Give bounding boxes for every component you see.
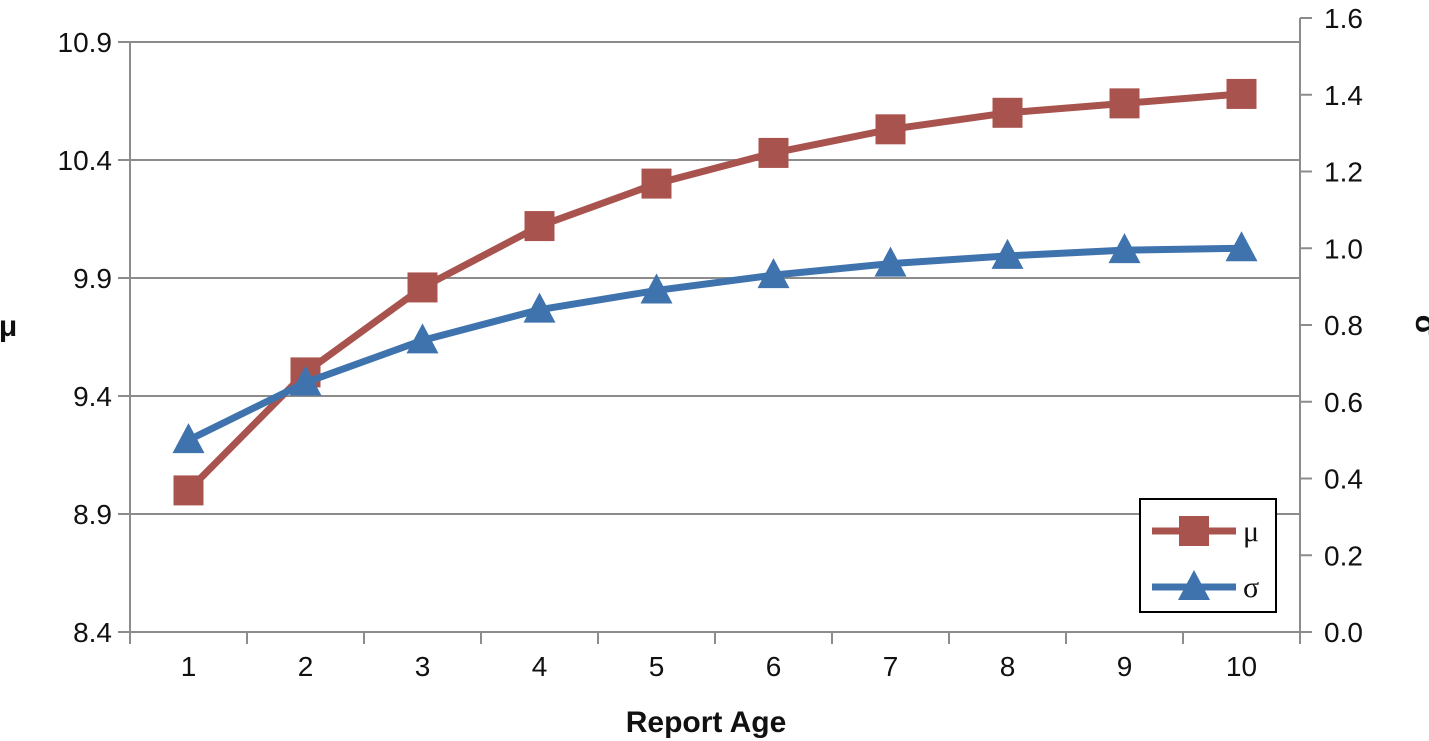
x-tick-label: 2 [298,651,314,682]
right-tick-label: 0.0 [1324,617,1363,648]
series-1-point [875,114,906,145]
series-1-point [641,168,672,199]
left-tick-label: 10.9 [58,27,113,58]
series-1-point [1226,78,1257,109]
series-1-point [524,211,555,242]
series-2-point [289,365,322,396]
series-1-point [758,137,789,168]
series-1-line [186,90,1242,493]
right-tick-label: 0.4 [1324,464,1363,495]
right-tick-label: 0.6 [1324,387,1363,418]
right-tick-label: 1.6 [1324,3,1363,34]
right-y-axis-title: σ [1409,315,1429,336]
series-2-point [874,246,907,277]
x-tick-label: 4 [532,651,548,682]
x-tick-label: 10 [1226,651,1257,682]
x-tick-label: 6 [766,651,782,682]
x-axis-ticks: 1 2 3 4 5 6 7 8 9 10 [129,632,1301,682]
series-2-point [1225,231,1258,262]
legend-label: μ [1243,515,1259,548]
left-y-axis-ticks: 8.4 8.9 9.4 9.9 10.4 10.9 [58,27,130,648]
series-1-point [1109,88,1140,119]
left-tick-label: 9.4 [73,381,112,412]
series-layer [172,78,1258,506]
x-tick-label: 5 [649,651,665,682]
series-2-point [757,258,790,289]
x-tick-label: 3 [415,651,431,682]
series-2 [172,231,1258,454]
legend: μσ [1139,498,1277,613]
gridlines [130,41,1300,515]
series-1-point [407,272,438,303]
series-2-point [991,238,1024,269]
x-axis-title: Report Age [626,706,787,739]
series-2-line [186,244,1242,444]
legend-label: σ [1243,571,1259,604]
x-tick-label: 1 [181,651,197,682]
right-tick-label: 0.8 [1324,310,1363,341]
x-tick-label: 9 [1117,651,1133,682]
series-2-point [406,323,439,354]
series-1 [173,78,1257,506]
right-y-axis-ticks: 0.0 0.2 0.4 0.6 0.8 1.0 1.2 1.4 1.6 [1300,3,1363,648]
left-tick-label: 8.9 [73,499,112,530]
legend-marker [1179,516,1209,546]
x-tick-label: 8 [1000,651,1016,682]
series-1-point [992,97,1023,128]
series-2-point [1108,233,1141,264]
x-tick-label: 7 [883,651,899,682]
legend-item-2: σ [1152,570,1259,604]
left-y-axis-title: μ [0,310,17,343]
left-tick-label: 10.4 [58,145,113,176]
legend-marker [1178,570,1210,600]
left-tick-label: 8.4 [73,617,112,648]
series-2-point [172,423,205,454]
series-2-point [523,292,556,323]
left-tick-label: 9.9 [73,263,112,294]
right-tick-label: 1.0 [1324,233,1363,264]
series-2-point [640,273,673,304]
series-1-point [173,475,204,506]
right-tick-label: 0.2 [1324,540,1363,571]
right-tick-label: 1.2 [1324,157,1363,188]
right-tick-label: 1.4 [1324,80,1363,111]
legend-item-1: μ [1152,515,1259,548]
